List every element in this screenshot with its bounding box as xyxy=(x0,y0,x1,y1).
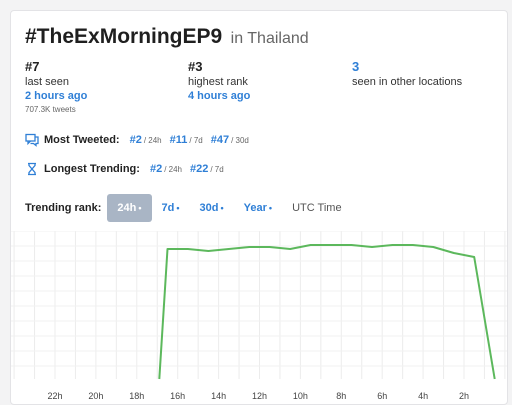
rank-period: / 7d xyxy=(189,136,203,145)
tab-label: Year xyxy=(243,202,267,214)
longest-trending-row: Longest Trending: #2/ 24h #22/ 7d xyxy=(25,162,232,176)
hourglass-icon xyxy=(28,162,36,176)
tab-30d[interactable]: 30d • xyxy=(190,194,234,222)
chat-bubbles-icon xyxy=(25,133,39,147)
rank-value[interactable]: #11 xyxy=(169,134,188,146)
x-tick-label: 2h xyxy=(459,391,469,401)
most-tweeted-item[interactable]: #2/ 24h xyxy=(130,134,162,146)
tab-label: 7d xyxy=(161,202,175,214)
trending-rank-label: Trending rank: xyxy=(25,202,102,214)
tab-dot-icon: • xyxy=(176,203,180,213)
rank-series-line xyxy=(158,244,496,380)
location-label: in Thailand xyxy=(230,30,309,47)
tab-label: 30d xyxy=(199,202,219,214)
title-row: #TheExMorningEP9 in Thailand xyxy=(25,25,309,49)
trending-rank-chart: 22h 20h 18h 16h 14h 12h 10h 8h 6h 4h 2h xyxy=(11,231,507,401)
tab-dot-icon: • xyxy=(138,203,142,213)
x-tick-label: 8h xyxy=(336,391,346,401)
x-tick-label: 16h xyxy=(170,391,185,401)
utc-time-toggle[interactable]: UTC Time xyxy=(292,202,342,214)
x-tick-label: 22h xyxy=(47,391,62,401)
rank-value[interactable]: #22 xyxy=(190,163,209,175)
longest-trending-label: Longest Trending: xyxy=(44,163,140,175)
rank-period: / 30d xyxy=(231,136,249,145)
stat-tweet-count: 707.3K tweets xyxy=(25,105,76,114)
rank-value[interactable]: #2 xyxy=(149,163,163,175)
most-tweeted-label: Most Tweeted: xyxy=(44,134,120,146)
rank-period: / 24h xyxy=(143,136,162,145)
tab-year[interactable]: Year • xyxy=(234,194,282,222)
x-tick-label: 4h xyxy=(418,391,428,401)
rank-value[interactable]: #2 xyxy=(129,134,142,146)
tab-dot-icon: • xyxy=(220,203,224,213)
x-tick-label: 20h xyxy=(88,391,103,401)
rank-period: / 7d xyxy=(210,165,224,174)
stat-time-link[interactable]: 2 hours ago xyxy=(25,90,88,102)
stat-highest-rank: #3 highest rank 4 hours ago xyxy=(188,59,348,103)
most-tweeted-row: Most Tweeted: #2/ 24h #11/ 7d #47/ 30d xyxy=(25,133,257,147)
x-tick-label: 14h xyxy=(211,391,226,401)
stat-label: seen in other locations xyxy=(352,76,463,88)
x-tick-label: 18h xyxy=(129,391,144,401)
x-axis-ticks: 22h 20h 18h 16h 14h 12h 10h 8h 6h 4h 2h xyxy=(47,391,469,401)
stat-value: #7 xyxy=(25,59,40,74)
most-tweeted-item[interactable]: #47/ 30d xyxy=(211,134,249,146)
x-tick-label: 10h xyxy=(293,391,308,401)
stat-value[interactable]: 3 xyxy=(352,59,360,74)
tab-7d[interactable]: 7d • xyxy=(152,194,190,222)
rank-period: / 24h xyxy=(164,165,182,174)
tab-label: 24h xyxy=(117,202,137,214)
tab-24h[interactable]: 24h • xyxy=(107,194,152,222)
tab-dot-icon: • xyxy=(268,203,273,213)
stat-label: last seen xyxy=(25,76,70,88)
stat-other-locations[interactable]: 3 seen in other locations xyxy=(352,59,507,89)
chart-grid xyxy=(11,231,507,379)
most-tweeted-item[interactable]: #11/ 7d xyxy=(170,134,203,146)
trend-card: #TheExMorningEP9 in Thailand #7 last see… xyxy=(10,10,508,405)
stat-last-seen: #7 last seen 2 hours ago 707.3K tweets xyxy=(25,59,185,117)
hashtag-title[interactable]: #TheExMorningEP9 xyxy=(25,25,223,48)
trending-rank-tabs: Trending rank: 24h • 7d • 30d • Year • UTC T… xyxy=(25,194,342,222)
rank-value[interactable]: #47 xyxy=(210,134,230,146)
x-tick-label: 6h xyxy=(377,391,387,401)
stat-time-link[interactable]: 4 hours ago xyxy=(188,90,251,102)
longest-trending-item[interactable]: #2/ 24h xyxy=(150,163,182,175)
stat-label: highest rank xyxy=(188,76,248,88)
x-tick-label: 12h xyxy=(252,391,267,401)
stat-value: #3 xyxy=(188,59,203,74)
longest-trending-item[interactable]: #22/ 7d xyxy=(190,163,224,175)
